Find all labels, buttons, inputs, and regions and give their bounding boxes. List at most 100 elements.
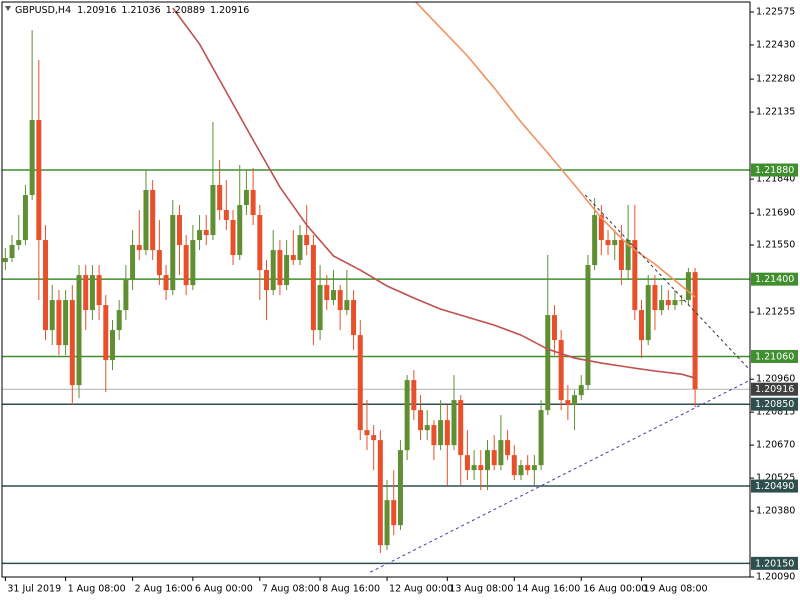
candle-body [190,240,196,286]
x-tick-label: 12 Aug 00:00 [389,584,453,595]
candle-body [572,395,578,406]
candle-body [257,215,263,271]
header-icon [5,6,11,11]
candle-body [391,500,397,526]
x-tick-label: 2 Aug 16:00 [135,584,193,595]
y-tick-label: 1.21690 [756,208,795,219]
candle-body [277,250,283,286]
y-tick-label: 1.22575 [756,7,795,18]
moving-average [172,7,696,379]
y-tick-label: 1.21550 [756,240,795,251]
y-tick-label: 1.20960 [756,374,795,385]
candle-body [264,270,270,291]
candle-body [143,190,149,251]
chart-header: GBPUSD,H4 1.20916 1.21036 1.20889 1.20916 [15,5,249,16]
x-tick-label: 7 Aug 08:00 [262,584,320,595]
y-tick-label: 1.21840 [756,174,795,185]
candle-body [324,285,330,301]
candle-body [183,245,189,286]
candle-body [625,240,631,271]
candle-body [317,285,323,331]
candle-body [444,420,450,446]
y-tick-label: 1.20090 [756,572,795,583]
chart-title: GBPUSD,H4 [15,5,71,16]
candle-body [237,205,243,256]
x-tick-label: 1 Aug 08:00 [68,584,126,595]
candle-body [384,500,390,546]
candle-body [458,400,464,456]
candle-body [136,245,142,251]
candle-body [578,385,584,396]
candle-body [156,250,162,276]
candle-body [491,450,497,466]
plot-area [2,2,750,573]
candle-body [163,275,169,291]
candle-body [498,440,504,466]
candle-body [270,250,276,291]
y-tick-label: 1.20525 [756,473,795,484]
candle-body [679,300,685,302]
candle-body [210,185,216,236]
x-tick-label: 14 Aug 16:00 [516,584,580,595]
candle-body [170,215,176,291]
candle-body [511,455,517,476]
candle-body [484,450,490,471]
candle-body [478,465,484,471]
candle-body [505,440,511,456]
header-low: 1.20889 [166,5,205,16]
price-label: 1.20916 [755,384,794,395]
candle-body [618,240,624,271]
candle-body [558,340,564,401]
candle-body [364,430,370,436]
level-label: 1.21400 [755,274,794,285]
candle-body [351,300,357,336]
y-tick-label: 1.20670 [756,440,795,451]
x-tick-label: 19 Aug 08:00 [644,584,708,595]
y-tick-label: 1.22280 [756,74,795,85]
candle-body [531,465,537,471]
y-tick-label: 1.20815 [756,407,795,418]
level-label-box [751,272,798,286]
candle-body [290,255,296,261]
candle-body [130,245,136,281]
candle-body [652,285,658,311]
level-label: 1.20850 [755,399,794,410]
candle-body [223,210,229,221]
candle-body [685,272,691,301]
candle-body [69,300,75,386]
candle-body [310,245,316,331]
header-close: 1.20916 [210,5,249,16]
candle-body [404,380,410,451]
level-label-box [751,479,798,493]
level-label-box [751,349,798,363]
header-open: 1.20916 [77,5,116,16]
candle-body [612,240,618,246]
candle-body [16,240,22,246]
candle-body [471,465,477,471]
candle-body [551,315,557,341]
trendline [584,194,750,371]
level-label: 1.21880 [755,165,794,176]
candle-body [424,425,430,431]
candle-body [585,265,591,386]
header-high: 1.21036 [121,5,160,16]
candle-body [150,190,156,251]
candle-body [297,235,303,261]
candle-body [411,380,417,411]
candle-body [451,400,457,446]
candle-body [243,190,249,206]
candle-body [592,215,598,266]
plot-frame [1,1,751,578]
candle-body [103,305,109,361]
candle-body [605,240,611,246]
candle-body [672,300,678,306]
x-tick-label: 13 Aug 08:00 [449,584,513,595]
price-label-box [751,382,798,396]
candle-body [83,275,89,311]
candle-body [418,410,424,431]
candle-body [665,300,671,306]
candle-body [518,465,524,476]
candle-body [56,300,62,346]
x-tick-label: 8 Aug 16:00 [322,584,380,595]
